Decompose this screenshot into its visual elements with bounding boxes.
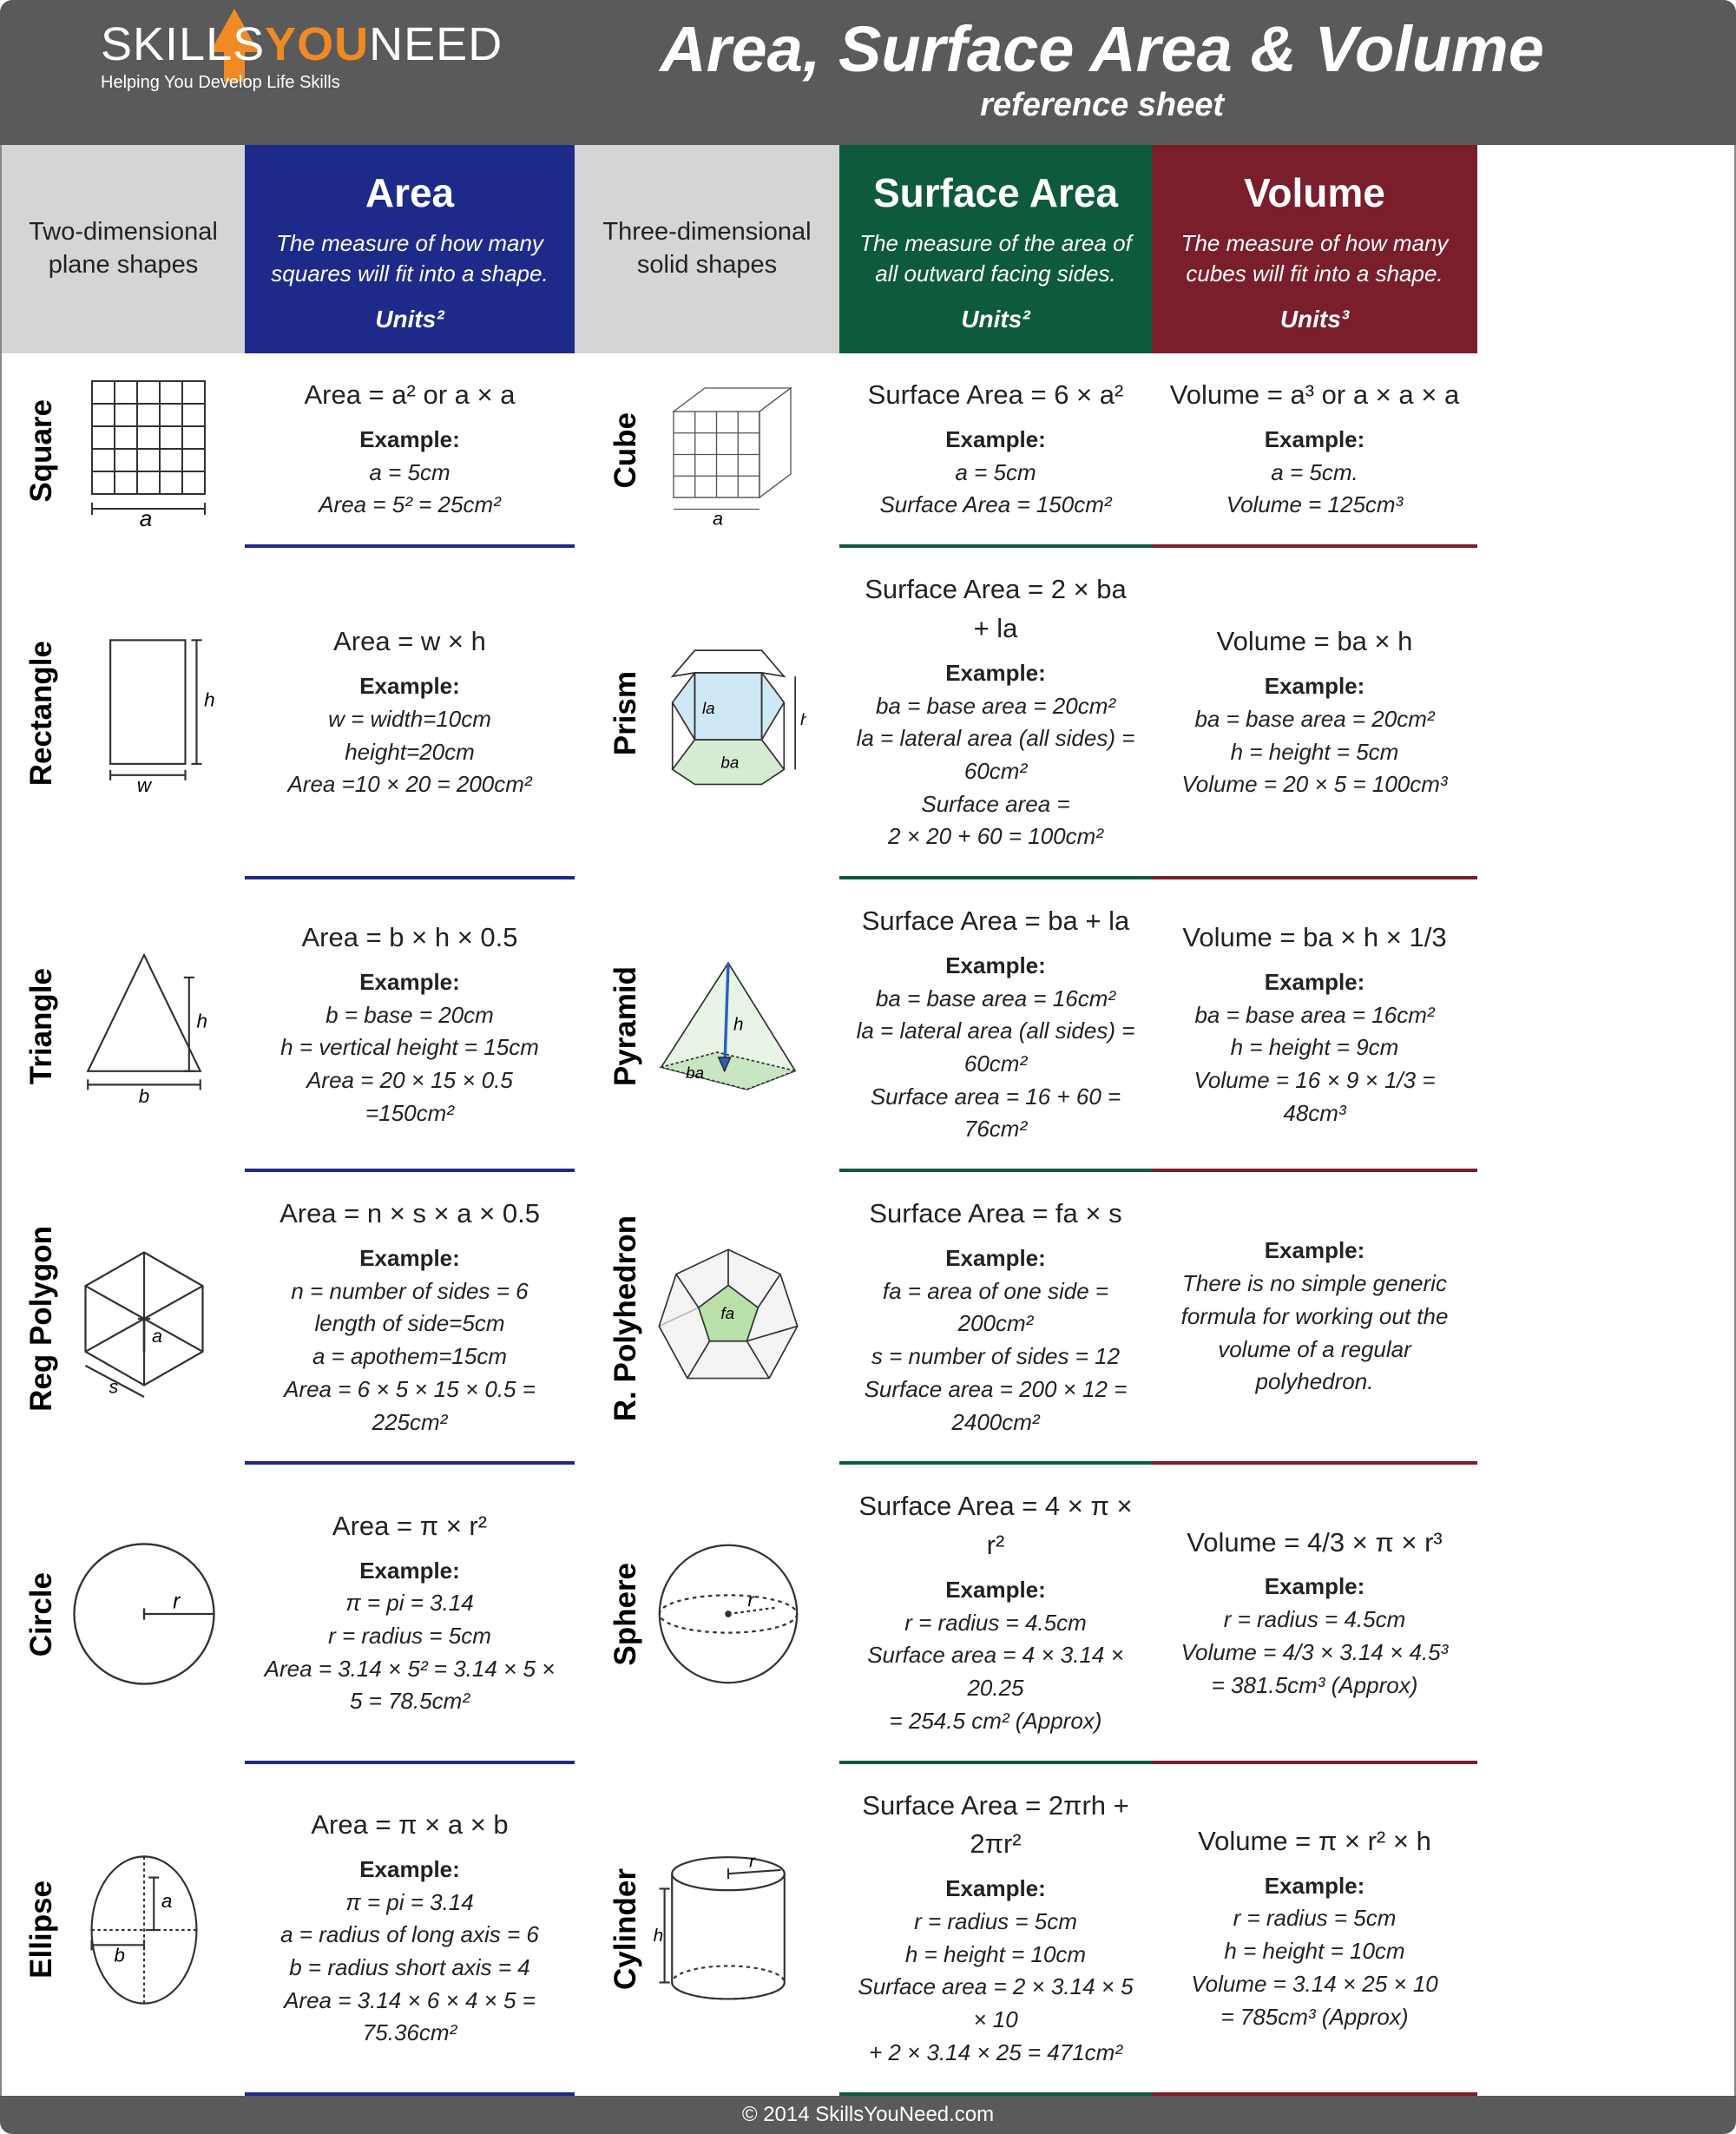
svg-text:h: h [800,710,806,728]
cell-area-1: Area = w × hExample:w = width=10cmheight… [245,548,575,879]
svg-text:la: la [702,699,715,717]
shape3d-Cylinder: Cylinder rh [575,1764,839,2096]
svg-text:a: a [161,1890,172,1912]
footer-copyright: © 2014 SkillsYouNeed.com [0,2096,1736,2134]
cell-vol-5: Volume = π × r² × hExample:r = radius = … [1152,1764,1477,2096]
cell-sa-1: Surface Area = 2 × ba + laExample:ba = b… [839,548,1152,879]
header-bar: SKILLSYOUNEED Helping You Develop Life S… [0,0,1736,145]
cell-vol-3: Example:There is no simple generic formu… [1152,1172,1477,1465]
cell-area-5: Area = π × a × bExample:π = pi = 3.14a =… [245,1764,575,2096]
cell-area-0: Area = a² or a × aExample:a = 5cmArea = … [245,353,575,548]
svg-text:r: r [173,1591,181,1614]
svg-text:ba: ba [686,1064,704,1082]
svg-text:h: h [204,688,214,710]
formula-grid: Two-dimensional plane shapes Area The me… [0,145,1736,2096]
shape2d-Square: Square a [2,353,245,548]
header-area-units: Units² [262,303,557,336]
header-vol-desc: The measure of how many cubes will fit i… [1169,228,1460,289]
shape2d-icon: hb [66,944,222,1109]
shape3d-icon: fa [650,1236,806,1401]
svg-text:h: h [653,1925,663,1945]
cell-sa-3: Surface Area = fa × sExample:fa = area o… [839,1172,1152,1465]
logo-text: SKILLSYOUNEED [101,17,503,71]
header-area-title: Area [262,166,557,220]
cell-vol-2: Volume = ba × h × 1/3Example:ba = base a… [1152,879,1477,1172]
shape3d-icon: a [650,368,806,533]
header-surface-area: Surface Area The measure of the area of … [839,145,1152,353]
shape3d-icon: la ba h [650,631,806,796]
shape2d-icon: a [66,368,222,533]
shape3d-icon: rh [650,1847,806,2012]
logo-part1: SKILLS [101,18,265,70]
header-2d: Two-dimensional plane shapes [2,145,245,353]
shape3d-Cube: Cube a [575,353,839,548]
shape3d-icon: ba h [650,944,806,1109]
svg-text:b: b [114,1944,124,1966]
cell-area-4: Area = π × r²Example:π = pi = 3.14r = ra… [245,1465,575,1763]
header-area: Area The measure of how many squares wil… [245,145,575,353]
header-sa-title: Surface Area [857,166,1134,220]
logo-tagline: Helping You Develop Life Skills [101,73,503,93]
svg-text:h: h [196,1010,207,1031]
header-3d: Three-dimensional solid shapes [575,145,839,353]
shape2d-icon: hw [66,631,222,796]
main-title: Area, Surface Area & Volume [503,17,1701,82]
shape2d-Ellipse: Ellipse ab [2,1764,245,2096]
svg-text:s: s [109,1375,119,1397]
cell-sa-2: Surface Area = ba + laExample:ba = base … [839,879,1152,1172]
shape2d-Triangle: Triangle hb [2,879,245,1172]
header-vol-title: Volume [1169,166,1460,220]
cell-sa-0: Surface Area = 6 × a²Example:a = 5cmSurf… [839,353,1152,548]
svg-text:h: h [733,1014,743,1034]
svg-text:a: a [713,508,723,530]
shape3d-R. Polyhedron: R. Polyhedron fa [575,1172,839,1465]
shape3d-Sphere: Sphere r [575,1465,839,1763]
shape3d-icon: r [650,1531,806,1696]
svg-text:r: r [747,1589,754,1610]
shape3d-Pyramid: Pyramid bah [575,879,839,1172]
svg-text:a: a [140,505,152,531]
header-vol-units: Units³ [1169,303,1460,336]
logo-part2: YOU [265,18,369,70]
shape2d-icon: ab [66,1847,222,2012]
svg-text:r: r [749,1851,756,1871]
cell-area-2: Area = b × h × 0.5Example:b = base = 20c… [245,879,575,1172]
logo-block: SKILLSYOUNEED Helping You Develop Life S… [35,17,503,93]
subtitle: reference sheet [503,87,1701,124]
title-block: Area, Surface Area & Volume reference sh… [503,17,1701,124]
shape2d-Reg Polygon: Reg Polygon as [2,1172,245,1465]
cell-vol-4: Volume = 4/3 × π × r³Example:r = radius … [1152,1465,1477,1763]
header-area-desc: The measure of how many squares will fit… [262,228,557,289]
cell-sa-5: Surface Area = 2πrh + 2πr²Example:r = ra… [839,1764,1152,2096]
cell-area-3: Area = n × s × a × 0.5Example:n = number… [245,1172,575,1465]
shape3d-Prism: Prism labah [575,548,839,879]
shape2d-Rectangle: Rectangle hw [2,548,245,879]
header-volume: Volume The measure of how many cubes wil… [1152,145,1477,353]
logo-part3: NEED [369,18,503,70]
header-sa-desc: The measure of the area of all outward f… [857,228,1134,289]
shape2d-icon: r [66,1531,222,1696]
cell-vol-1: Volume = ba × hExample:ba = base area = … [1152,548,1477,879]
header-sa-units: Units² [857,303,1134,336]
svg-text:a: a [152,1325,162,1347]
cell-vol-0: Volume = a³ or a × a × aExample:a = 5cm.… [1152,353,1477,548]
svg-text:w: w [137,774,153,796]
cell-sa-4: Surface Area = 4 × π × r²Example:r = rad… [839,1465,1152,1763]
reference-sheet: SKILLSYOUNEED Helping You Develop Life S… [0,0,1736,2134]
shape2d-icon: as [66,1236,222,1401]
shape2d-Circle: Circle r [2,1465,245,1763]
svg-text:ba: ba [720,754,739,772]
svg-text:b: b [139,1085,149,1107]
svg-text:fa: fa [720,1304,734,1322]
